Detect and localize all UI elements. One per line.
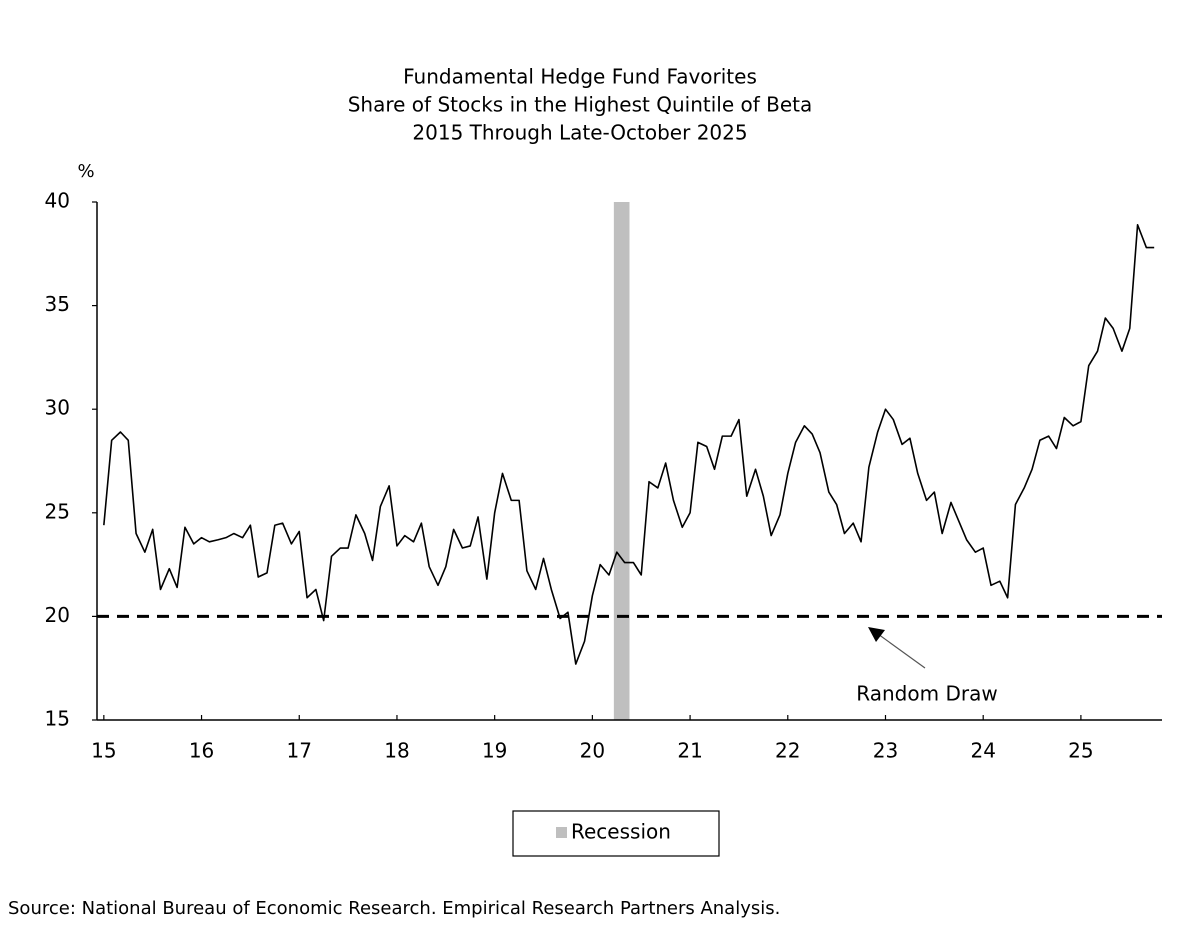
legend-label: Recession — [571, 820, 671, 844]
x-tick-label: 24 — [970, 739, 995, 763]
x-tick-label: 25 — [1068, 739, 1093, 763]
y-tick-label: 30 — [45, 396, 70, 420]
annotation-arrowhead — [868, 627, 885, 642]
y-tick-label: 25 — [45, 499, 70, 523]
y-axis-label: % — [77, 161, 94, 182]
x-tick-label: 18 — [384, 739, 409, 763]
chart-title: Fundamental Hedge Fund Favorites — [403, 65, 757, 89]
legend-swatch — [556, 827, 567, 838]
legend-box — [512, 810, 720, 857]
x-tick-label: 17 — [287, 739, 312, 763]
recession-band — [613, 202, 630, 720]
x-tick-label: 19 — [482, 739, 507, 763]
annotation-arrow — [877, 633, 926, 669]
chart-subtitle: 2015 Through Late-October 2025 — [412, 121, 747, 145]
x-tick-label: 23 — [873, 739, 898, 763]
annotation: Random Draw — [856, 682, 997, 706]
x-tick-label: 15 — [91, 739, 116, 763]
x-tick-label: 22 — [775, 739, 800, 763]
y-tick-label: 20 — [45, 603, 70, 627]
chart-subtitle: Share of Stocks in the Highest Quintile … — [348, 93, 813, 117]
x-tick-label: 21 — [677, 739, 702, 763]
data-line — [103, 223, 1155, 665]
y-tick-label: 40 — [45, 189, 70, 213]
source-note: Source: National Bureau of Economic Rese… — [8, 898, 780, 919]
y-tick-label: 35 — [45, 292, 70, 316]
x-tick-label: 16 — [189, 739, 214, 763]
x-tick-label: 20 — [580, 739, 605, 763]
y-tick-label: 15 — [45, 707, 70, 731]
